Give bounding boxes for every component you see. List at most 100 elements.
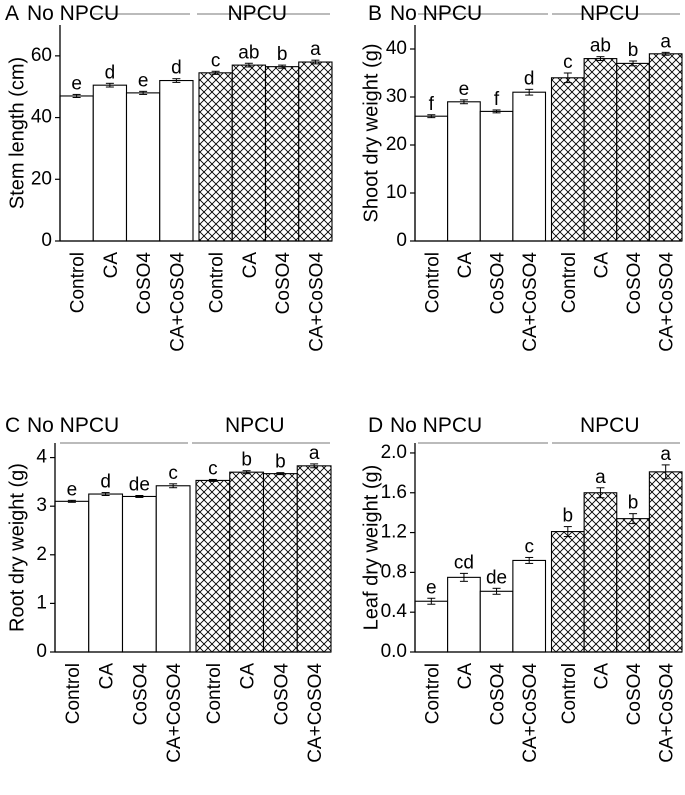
bar bbox=[550, 531, 585, 653]
significance-letter: de bbox=[486, 567, 507, 588]
y-tick-label: 2.0 bbox=[381, 442, 407, 463]
x-tick-label: CoSO4 bbox=[271, 663, 292, 726]
group-label: NPCU bbox=[228, 2, 288, 25]
y-tick-label: 0.0 bbox=[381, 641, 407, 662]
x-tick-label: CA bbox=[97, 663, 118, 690]
bar bbox=[298, 61, 333, 242]
bar bbox=[296, 465, 332, 653]
x-tick-label: CoSO4 bbox=[624, 252, 645, 315]
significance-letter: b bbox=[277, 44, 288, 65]
bar bbox=[479, 590, 514, 653]
y-tick-label: 0 bbox=[396, 230, 407, 251]
x-tick-label: CA+CoSO4 bbox=[520, 252, 541, 352]
y-axis-label: Stem length (cm) bbox=[6, 57, 28, 209]
y-tick-label: 30 bbox=[386, 86, 407, 107]
significance-letter: e bbox=[67, 479, 78, 500]
x-tick-label: Control bbox=[68, 252, 89, 313]
group-label: No NPCU bbox=[390, 414, 482, 437]
group-label: NPCU bbox=[225, 414, 285, 437]
bar bbox=[648, 53, 683, 242]
bar bbox=[159, 79, 194, 242]
significance-letter: d bbox=[171, 58, 182, 79]
x-tick-label: CA bbox=[238, 663, 259, 690]
x-tick-label: CA+CoSO4 bbox=[520, 663, 541, 763]
bar bbox=[550, 77, 585, 242]
y-tick-label: 0.8 bbox=[381, 561, 407, 582]
bar bbox=[231, 64, 267, 242]
significance-letter: b bbox=[241, 450, 252, 471]
x-tick-label: CoSO4 bbox=[273, 252, 294, 315]
significance-letter: e bbox=[138, 70, 149, 91]
significance-letter: e bbox=[426, 577, 437, 598]
bar bbox=[155, 485, 191, 653]
y-tick-label: 3 bbox=[36, 495, 47, 516]
panel-letter: B bbox=[368, 2, 382, 25]
significance-letter: d bbox=[524, 68, 535, 89]
bar bbox=[479, 110, 514, 242]
chart-panel-d: D Leaf dry weight (g) 0.0 0.4 0.8 1.2 1.6 2.0 No… bbox=[360, 414, 683, 763]
group-label: No NPCU bbox=[27, 414, 119, 437]
bar bbox=[616, 518, 650, 653]
significance-letter: d bbox=[100, 472, 111, 493]
chart-panel-a: A Stem length (cm) 0 20 40 60 No NPCU e Control d… bbox=[5, 2, 333, 352]
bar bbox=[195, 479, 231, 653]
bar bbox=[264, 66, 300, 242]
x-tick-label: CoSO4 bbox=[488, 252, 509, 315]
x-tick-label: CA bbox=[591, 663, 612, 690]
x-tick-label: CA+CoSO4 bbox=[167, 252, 188, 352]
y-tick-label: 0.4 bbox=[381, 601, 408, 622]
x-tick-label: CA bbox=[455, 252, 476, 279]
bar bbox=[648, 471, 683, 653]
y-tick-label: 40 bbox=[386, 38, 407, 59]
significance-letter: c bbox=[563, 52, 573, 73]
y-tick-label: 10 bbox=[386, 182, 407, 203]
significance-letter: b bbox=[563, 506, 574, 527]
bar bbox=[447, 576, 481, 653]
x-tick-label: CA bbox=[240, 252, 261, 279]
bar bbox=[616, 62, 650, 242]
x-tick-label: Control bbox=[422, 252, 443, 313]
x-tick-label: CA bbox=[101, 252, 122, 279]
y-tick-label: 0 bbox=[36, 641, 47, 662]
significance-letter: de bbox=[129, 474, 150, 495]
y-tick-label: 1.2 bbox=[381, 522, 407, 543]
y-tick-label: 2 bbox=[36, 544, 47, 565]
significance-letter: f bbox=[494, 89, 500, 110]
significance-letter: c bbox=[524, 536, 534, 557]
bar bbox=[583, 58, 618, 242]
x-tick-label: Control bbox=[559, 663, 580, 724]
significance-letter: a bbox=[595, 467, 606, 488]
significance-letter: b bbox=[628, 40, 639, 61]
significance-letter: a bbox=[660, 444, 671, 465]
x-tick-label: CA+CoSO4 bbox=[657, 252, 678, 352]
bar bbox=[59, 95, 94, 242]
bar bbox=[54, 500, 90, 653]
x-tick-label: CA+CoSO4 bbox=[164, 663, 185, 763]
significance-letter: ab bbox=[238, 42, 259, 63]
bar bbox=[414, 115, 449, 242]
x-tick-label: Control bbox=[204, 663, 225, 724]
panel-letter: C bbox=[5, 414, 20, 437]
significance-letter: a bbox=[310, 39, 321, 60]
significance-letter: b bbox=[275, 452, 286, 473]
bar bbox=[262, 473, 298, 653]
x-tick-label: Control bbox=[63, 663, 84, 724]
chart-panel-c: C Root dry weight (g) 0 1 2 3 4 No NPCU e Control… bbox=[5, 414, 332, 763]
significance-letter: e bbox=[71, 73, 82, 94]
x-tick-label: Control bbox=[559, 252, 580, 313]
bar bbox=[583, 492, 618, 653]
y-tick-label: 20 bbox=[31, 168, 52, 189]
significance-letter: a bbox=[660, 31, 671, 52]
x-tick-label: CoSO4 bbox=[488, 663, 509, 726]
group-label: No NPCU bbox=[27, 2, 119, 25]
y-tick-label: 20 bbox=[386, 134, 407, 155]
group-label: NPCU bbox=[580, 2, 640, 25]
significance-letter: c bbox=[208, 458, 218, 479]
x-tick-label: Control bbox=[422, 663, 443, 724]
x-tick-label: CoSO4 bbox=[624, 663, 645, 726]
panel-letter: D bbox=[368, 414, 383, 437]
x-tick-label: CA bbox=[455, 663, 476, 690]
y-axis-label: Root dry weight (g) bbox=[6, 463, 28, 632]
